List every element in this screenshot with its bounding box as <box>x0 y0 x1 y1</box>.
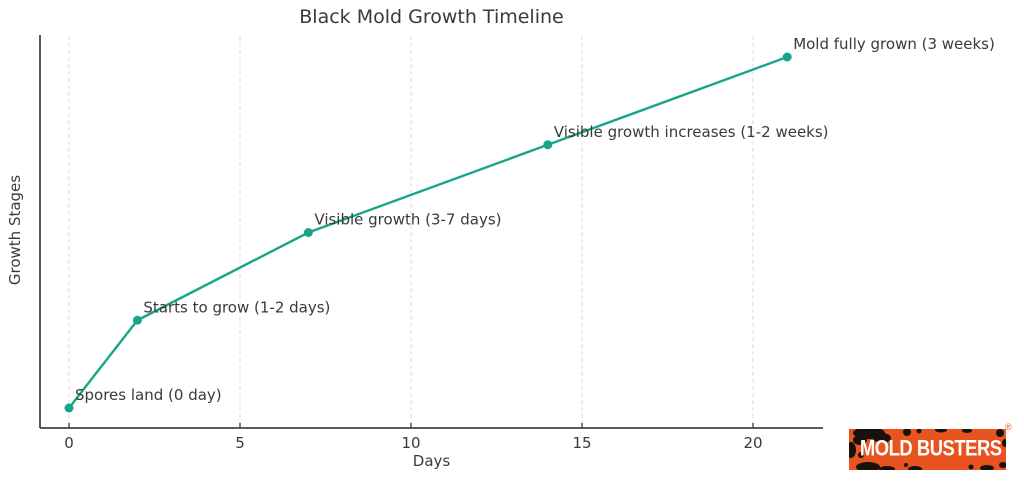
data-point-4 <box>782 52 792 62</box>
chart-title: Black Mold Growth Timeline <box>299 6 564 28</box>
data-point-2 <box>303 228 313 237</box>
x-axis-label: Days <box>412 452 451 470</box>
mold-busters-logo: MOLD BUSTERS <box>849 429 1006 470</box>
x-tick-label-20: 20 <box>743 434 762 452</box>
logo-brand-text: MOLD BUSTERS <box>859 436 1002 462</box>
annotation-label-3: Visible growth increases (1-2 weeks) <box>554 123 829 141</box>
annotation-label-0: Spores land (0 day) <box>75 386 222 404</box>
annotation-label-4: Mold fully grown (3 weeks) <box>793 35 995 53</box>
data-point-3 <box>543 140 553 150</box>
x-tick-label-10: 10 <box>401 434 420 452</box>
registered-trademark-symbol: ® <box>1005 422 1012 432</box>
data-point-0 <box>64 403 74 413</box>
annotation-label-1: Starts to grow (1-2 days) <box>143 298 330 316</box>
x-tick-label-5: 5 <box>235 434 245 452</box>
x-tick-label-15: 15 <box>572 434 591 452</box>
data-point-1 <box>132 315 142 325</box>
mold-splotch-blobs <box>849 429 1006 470</box>
annotation-label-2: Visible growth (3-7 days) <box>314 211 501 229</box>
mold-splotches-decoration <box>849 429 1006 470</box>
x-tick-label-0: 0 <box>64 434 74 452</box>
growth-line <box>68 55 788 409</box>
